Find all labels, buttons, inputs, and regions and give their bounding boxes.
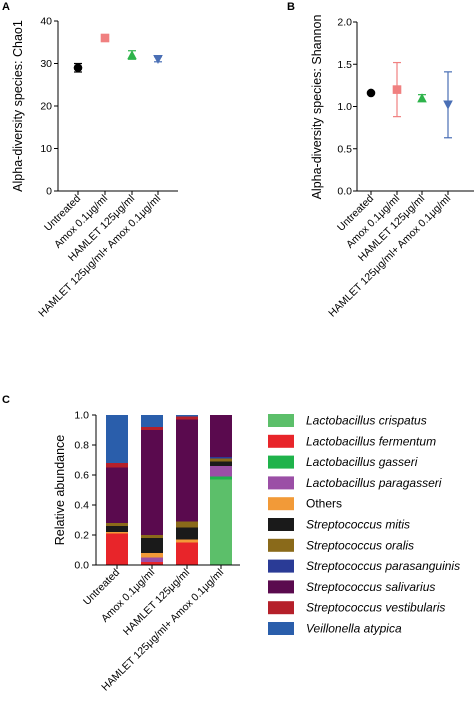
bar-segment-amox-0-1-g-ml-lactobacillus-paragasseri	[141, 557, 163, 562]
panel-b-y-tick-label: 2.0	[337, 17, 352, 29]
legend-swatch-lactobacillus-gasseri	[268, 455, 294, 469]
legend-swatch-streptococcus-vestibularis	[268, 601, 294, 615]
legend-label-veillonella-atypica: Veillonella atypica	[306, 622, 402, 636]
bar-segment-hamlet-125-g-ml-amox-0-1-g-ml-streptococcus-mitis	[210, 461, 232, 466]
panel-a-letter: A	[2, 1, 10, 13]
panel-c-x-tick-label-hamlet-125-g-ml-amox-0-1-g-ml: HAMLET 125μg/ml+ Amox 0.1μg/ml	[99, 567, 226, 694]
panel-a-point-hamlet-125-g-ml	[127, 50, 137, 60]
legend-label-streptococcus-oralis: Streptococcus oralis	[306, 538, 414, 552]
bar-segment-untreated-streptococcus-salivarius	[106, 467, 128, 523]
panel-a: A 0 10 20 30 40 Alpha-diversity species: Chao…	[2, 1, 178, 320]
panel-a-y-tick-label: 0	[46, 186, 52, 198]
legend-swatch-streptococcus-parasanguinis	[268, 559, 294, 573]
legend-swatch-streptococcus-mitis	[268, 518, 294, 531]
bar-segment-amox-0-1-g-ml-streptococcus-oralis	[141, 535, 163, 538]
legend-swatch-streptococcus-oralis	[268, 538, 294, 552]
panel-c-letter: C	[2, 394, 10, 406]
bar-segment-untreated-streptococcus-oralis	[106, 523, 128, 526]
bar-segment-untreated-streptococcus-vestibularis	[106, 463, 128, 468]
panel-b-point-untreated	[366, 88, 376, 98]
legend-label-streptococcus-parasanguinis: Streptococcus parasanguinis	[306, 559, 460, 573]
bar-segment-hamlet-125-g-ml-lactobacillus-fermentum	[176, 542, 198, 565]
bar-segment-hamlet-125-g-ml-amox-0-1-g-ml-streptococcus-salivarius	[210, 415, 232, 457]
bar-segment-amox-0-1-g-ml-streptococcus-mitis	[141, 538, 163, 553]
legend-swatch-streptococcus-salivarius	[268, 580, 294, 594]
bar-segment-hamlet-125-g-ml-streptococcus-salivarius	[176, 419, 198, 522]
panel-c-y-tick-label: 0.8	[74, 440, 89, 452]
legend-label-lactobacillus-crispatus: Lactobacillus crispatus	[306, 414, 427, 428]
panel-a-y-tick-label: 30	[40, 58, 52, 70]
legend-swatch-lactobacillus-crispatus	[268, 414, 294, 427]
panel-b-y-axis-title: Alpha-diversity species: Shannon	[310, 15, 324, 200]
bar-segment-hamlet-125-g-ml-amox-0-1-g-ml-streptococcus-oralis	[210, 458, 232, 462]
panel-c-y-tick-label: 0.4	[74, 500, 89, 512]
bar-segment-untreated-lactobacillus-fermentum	[106, 533, 128, 565]
bar-segment-hamlet-125-g-ml-amox-0-1-g-ml-lactobacillus-crispatus	[210, 479, 232, 565]
bar-segment-hamlet-125-g-ml-others	[176, 539, 198, 543]
bar-segment-hamlet-125-g-ml-amox-0-1-g-ml-lactobacillus-gasseri	[210, 476, 232, 480]
bar-segment-untreated-others	[106, 532, 128, 534]
bar-segment-untreated-veillonella-atypica	[106, 415, 128, 463]
panel-c-y-tick-label: 0.2	[74, 530, 89, 542]
panel-c-y-axis-title: Relative abundance	[53, 435, 67, 546]
panel-b-letter: B	[287, 1, 295, 13]
panel-a-y-tick-label: 10	[40, 143, 52, 155]
panel-a-y-tick-label: 40	[40, 16, 52, 28]
bar-segment-hamlet-125-g-ml-streptococcus-mitis	[176, 527, 198, 540]
bar-segment-amox-0-1-g-ml-others	[141, 553, 163, 558]
legend-label-lactobacillus-gasseri: Lactobacillus gasseri	[306, 455, 418, 469]
bar-segment-hamlet-125-g-ml-streptococcus-vestibularis	[176, 416, 198, 420]
legend-label-streptococcus-vestibularis: Streptococcus vestibularis	[306, 601, 445, 615]
legend-label-others: Others	[306, 497, 342, 511]
bar-segment-untreated-streptococcus-mitis	[106, 526, 128, 532]
bar-segment-amox-0-1-g-ml-lactobacillus-fermentum	[141, 562, 163, 565]
panel-c-y-tick-label: 0.0	[74, 560, 89, 572]
panel-b-point-hamlet-125-g-ml	[417, 93, 427, 103]
bar-segment-hamlet-125-g-ml-veillonella-atypica	[176, 415, 198, 417]
legend: Lactobacillus crispatus Lactobacillus fer…	[268, 414, 460, 636]
legend-swatch-lactobacillus-fermentum	[268, 434, 294, 448]
panel-b-y-tick-label: 1.5	[337, 59, 352, 71]
panel-b-y-tick-label: 1.0	[337, 101, 352, 113]
panel-b-y-tick-label: 0.0	[337, 186, 352, 198]
legend-label-lactobacillus-paragasseri: Lactobacillus paragasseri	[306, 476, 442, 490]
bar-segment-hamlet-125-g-ml-streptococcus-oralis	[176, 521, 198, 528]
legend-swatch-veillonella-atypica	[268, 622, 294, 635]
panel-a-point-hamlet-125-g-ml-amox-0-1-g-ml	[153, 54, 163, 65]
legend-label-streptococcus-mitis: Streptococcus mitis	[306, 518, 410, 532]
legend-swatch-lactobacillus-paragasseri	[268, 476, 294, 490]
panel-a-point-untreated	[73, 63, 83, 73]
panel-a-y-axis-title: Alpha-diversity species: Chao1	[11, 20, 25, 192]
panel-c-y-tick-label: 1.0	[74, 410, 89, 422]
bar-segment-amox-0-1-g-ml-streptococcus-salivarius	[141, 430, 163, 535]
bar-segment-hamlet-125-g-ml-amox-0-1-g-ml-lactobacillus-paragasseri	[210, 466, 232, 477]
panel-c-y-tick-label: 0.6	[74, 470, 89, 482]
legend-swatch-others	[268, 497, 294, 511]
panel-b-y-tick-label: 0.5	[337, 143, 352, 155]
panel-b: B 0.0 0.5 1.0 1.5 2.0 Alpha-diversity species…	[287, 1, 474, 320]
panel-b-point-amox-0-1-g-ml	[392, 85, 402, 94]
bar-segment-amox-0-1-g-ml-veillonella-atypica	[141, 415, 163, 427]
panel-a-point-amox-0-1-g-ml	[100, 33, 110, 43]
bar-segment-amox-0-1-g-ml-streptococcus-vestibularis	[141, 427, 163, 430]
panel-a-y-tick-label: 20	[40, 101, 52, 113]
legend-label-streptococcus-salivarius: Streptococcus salivarius	[306, 580, 435, 594]
legend-label-lactobacillus-fermentum: Lactobacillus fermentum	[306, 434, 436, 448]
panel-b-point-hamlet-125-g-ml-amox-0-1-g-ml	[443, 100, 453, 110]
bar-segment-hamlet-125-g-ml-amox-0-1-g-ml-streptococcus-parasanguinis	[210, 457, 232, 459]
